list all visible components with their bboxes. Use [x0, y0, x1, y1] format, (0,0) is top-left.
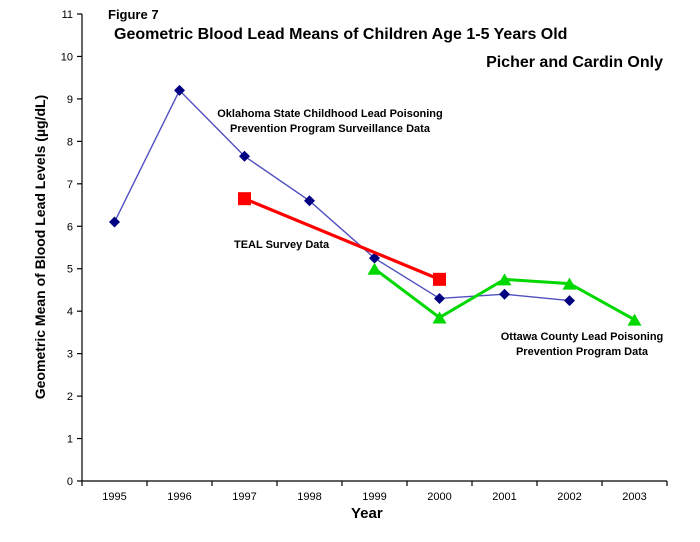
data-point-square: [433, 272, 446, 286]
y-tick-label: 11: [62, 9, 73, 21]
y-axis-title: Geometric Mean of Blood Lead Levels (µg/…: [32, 94, 48, 400]
chart-title-line1: Geometric Blood Lead Means of Children A…: [114, 26, 568, 43]
chart-title-line2: Picher and Cardin Only: [486, 54, 663, 71]
x-tick-label: 1998: [297, 491, 321, 503]
data-point-triangle: [432, 311, 447, 324]
series-label-teal: TEAL Survey Data: [234, 239, 330, 251]
data-point-square: [238, 192, 251, 206]
series-label-oklahoma-line1: Oklahoma State Childhood Lead Poisoning: [217, 108, 443, 120]
series-line: [243, 197, 441, 281]
series-label-ottawa-line1: Ottawa County Lead Poisoning: [500, 331, 664, 343]
x-tick-label: 1996: [167, 491, 191, 503]
series-label-oklahoma-line2: Prevention Program Surveillance Data: [230, 123, 430, 135]
data-point-diamond: [564, 295, 575, 307]
y-tick-label: 0: [67, 476, 73, 488]
series-label-oklahoma: Oklahoma State Childhood Lead Poisoning …: [210, 107, 450, 137]
series-label-ottawa-line2: Prevention Program Data: [515, 346, 649, 358]
x-tick-label: 2002: [557, 491, 581, 503]
series-line: [113, 89, 570, 302]
data-point-diamond: [499, 288, 510, 300]
y-tick-label: 1: [67, 434, 73, 446]
data-point-diamond: [109, 216, 120, 228]
data-point-diamond: [304, 195, 315, 207]
y-tick-label: 5: [67, 264, 73, 276]
data-point-triangle: [367, 262, 382, 275]
y-tick-label: 4: [67, 306, 73, 318]
data-point-diamond: [369, 252, 380, 264]
y-tick-label: 6: [67, 221, 73, 233]
data-point-diamond: [239, 150, 250, 162]
x-tick-label: 2003: [622, 491, 646, 503]
y-tick-label: 2: [67, 391, 73, 403]
x-tick-label: 2000: [427, 491, 451, 503]
data-point-triangle: [562, 277, 577, 290]
data-point-triangle: [497, 273, 512, 286]
x-axis-title: Year: [351, 505, 383, 522]
y-tick-label: 8: [67, 136, 73, 148]
y-tick-label: 10: [61, 51, 73, 63]
y-tick-label: 9: [67, 94, 73, 106]
x-tick-label: 1999: [362, 491, 386, 503]
data-point-diamond: [434, 292, 445, 304]
series-label-ottawa: Ottawa County Lead Poisoning Prevention …: [492, 330, 672, 360]
y-tick-label: 7: [67, 179, 73, 191]
data-point-triangle: [627, 313, 642, 326]
figure-number-label: Figure 7: [108, 7, 159, 22]
x-tick-label: 1997: [232, 491, 256, 503]
x-tick-label: 2001: [492, 491, 516, 503]
y-tick-label: 3: [67, 349, 73, 361]
x-tick-label: 1995: [102, 491, 126, 503]
data-point-diamond: [174, 84, 185, 96]
